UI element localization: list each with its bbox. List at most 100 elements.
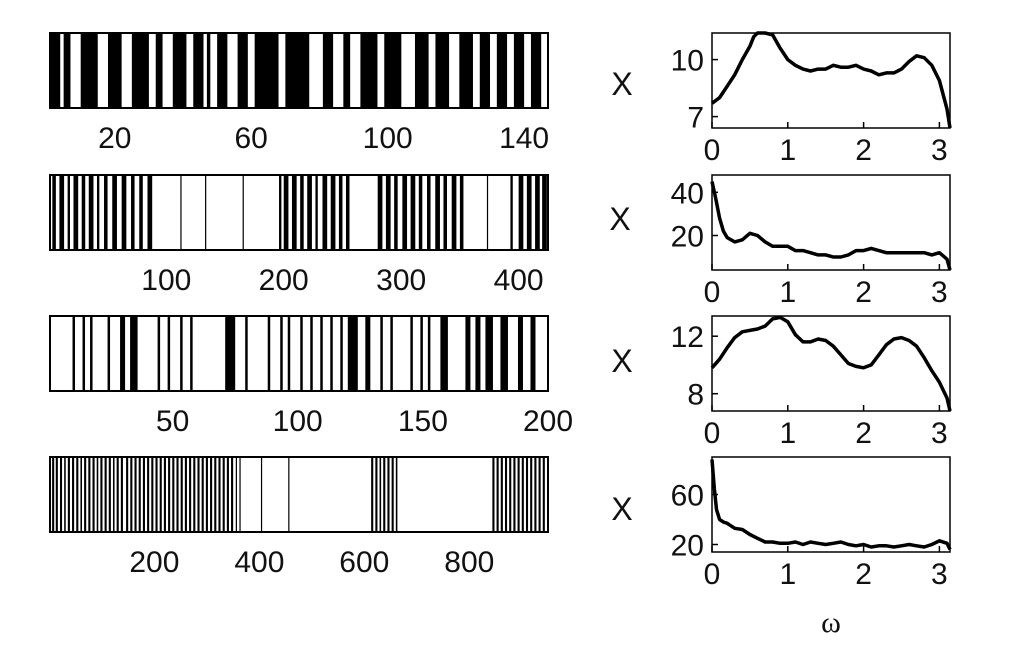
y-axis-label-4: X [611,491,632,527]
barcode-stripe [414,33,429,108]
barcode-stripe [235,457,237,532]
y-axis-label-1: X [611,66,632,102]
barcode-stripe [107,33,122,108]
y-tick-label: 20 [671,221,704,254]
barcode-stripe [338,175,343,250]
barcode-stripe [538,457,541,532]
x-tick-label: 20 [98,122,131,155]
barcode-panel-2: 100 200 300 400 [49,174,549,297]
barcode-stripe [52,457,55,532]
barcode-stripe [300,175,304,250]
y-axis-label-3: X [611,343,632,379]
barcode-stripe [180,457,183,532]
x-tick-label: 200 [259,264,309,297]
barcode-stripe [496,33,508,108]
barcode-stripe [390,316,393,391]
barcode-stripe [205,457,208,532]
barcode-stripe [395,457,398,532]
barcode-stripe [410,316,413,391]
barcode-stripe [88,175,94,250]
x-tick-label: 0 [704,134,721,167]
barcode-stripe [72,316,76,391]
barcode-stripe [322,33,334,108]
barcode-stripe [210,457,213,532]
barcode-stripe [288,457,290,532]
barcode-stripe [322,175,328,250]
barcode-stripes-3 [72,316,536,391]
barcode-stripe [155,33,163,108]
barcode-stripe [120,457,123,532]
x-tick-label: 300 [376,264,426,297]
barcode-stripe [330,316,333,391]
barcode-stripe [343,33,351,108]
barcode-stripe [226,457,229,532]
spectrum-line-2 [710,181,952,271]
barcode-stripe [380,316,383,391]
barcode-stripe [231,457,234,532]
barcode-stripe [280,316,283,391]
barcode-stripe [72,457,75,532]
barcode-stripe [112,175,117,250]
barcode-stripe [180,316,183,391]
barcode-stripe [121,175,127,250]
spectrum-xticks-2: 0 1 2 3 [704,264,948,309]
barcode-stripe [509,457,512,532]
barcode-stripe [513,33,525,108]
barcode-stripe [76,457,79,532]
barcode-stripe [139,175,143,250]
barcode-stripe [402,175,408,250]
barcode-stripe [180,175,182,250]
barcode-stripe [107,316,111,391]
y-tick-label: 12 [671,321,704,354]
barcode-stripe [394,175,398,250]
barcode-stripe [130,316,138,391]
barcode-stripe [465,316,471,391]
barcode-stripe [67,175,70,250]
barcode-stripe [435,33,450,108]
barcode-stripe [525,457,529,532]
barcode-stripe [206,33,211,108]
barcode-stripe [385,175,391,250]
barcode-stripes-2 [52,175,547,250]
spectrum-xticks-1: 0 1 2 3 [704,122,948,167]
barcode-stripe [291,175,297,250]
barcode-stripe [120,316,126,391]
x-axis-label-omega: ω [821,606,841,639]
barcode-stripe [279,175,282,250]
barcode-stripe [130,457,133,532]
barcode-stripe [163,457,166,532]
barcode-stripe [340,316,343,391]
barcode-stripe [52,175,56,250]
x-tick-label: 1 [779,558,796,591]
barcode-stripe [492,457,495,532]
barcode-stripe [420,316,423,391]
x-tick-label: 3 [931,134,948,167]
barcode-stripe [345,175,350,250]
barcode-stripe [217,33,228,108]
x-tick-label: 3 [931,276,948,309]
x-tick-label: 2 [855,276,872,309]
x-tick-label: 1 [779,134,796,167]
barcode-stripe [496,457,499,532]
x-tick-label: 60 [235,122,268,155]
x-tick-label: 400 [234,546,284,579]
x-tick-label: 2 [855,417,872,450]
barcode-stripe [142,457,145,532]
barcode-stripe [418,175,423,250]
barcode-panel-1: 20 60 100 140 [49,32,549,155]
x-tick-label: 150 [398,405,448,438]
x-tick-label: 0 [704,417,721,450]
y-tick-label: 40 [671,177,704,210]
y-tick-label: 10 [671,45,704,78]
barcode-stripe [384,33,402,108]
barcode-stripe [50,33,61,108]
barcode-stripe [427,175,431,250]
barcode-stripe [73,175,79,250]
y-tick-label: 60 [671,480,704,513]
barcode-stripe [92,457,95,532]
x-tick-label: 0 [704,558,721,591]
barcode-stripe [201,457,204,532]
barcode-stripe [391,457,394,532]
spectrum-panel-1: X 7 10 0 1 2 3 [611,31,952,167]
